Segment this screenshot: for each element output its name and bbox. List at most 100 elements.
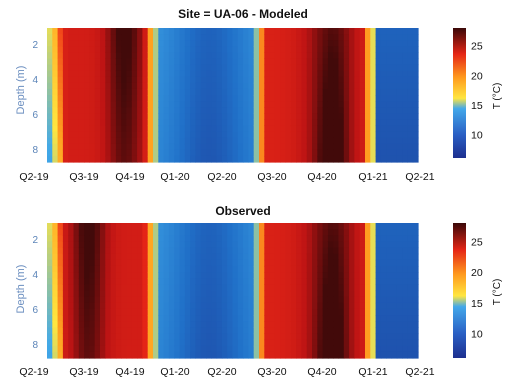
heatmap-cell: [190, 149, 196, 157]
heatmap-cell: [174, 95, 181, 102]
heatmap-cell: [269, 137, 276, 145]
heatmap-cell: [402, 223, 408, 230]
heatmap-cell: [375, 131, 382, 139]
heatmap-cell: [168, 107, 175, 114]
heatmap-cell: [137, 229, 143, 236]
heatmap-cell: [47, 247, 53, 255]
x-tick-label: Q2-21: [405, 366, 434, 378]
heatmap-cell: [110, 137, 117, 145]
heatmap-cell: [163, 155, 170, 163]
heatmap-cell: [110, 70, 117, 78]
heatmap-cell: [121, 278, 128, 285]
heatmap-cell: [206, 229, 212, 236]
heatmap-cell: [211, 308, 218, 316]
heatmap-cell: [211, 40, 218, 47]
heatmap-cell: [333, 315, 340, 322]
heatmap-cell: [105, 235, 112, 243]
heatmap-cell: [306, 351, 313, 359]
heatmap-cell: [380, 339, 387, 347]
heatmap-cell: [142, 333, 149, 341]
heatmap-cell: [338, 345, 345, 353]
heatmap-cell: [163, 95, 170, 102]
heatmap-cell: [221, 58, 228, 66]
heatmap-cell: [380, 155, 387, 163]
heatmap-cell: [147, 296, 154, 304]
heatmap-cell: [47, 229, 53, 236]
heatmap-cell: [285, 64, 292, 72]
heatmap-cell: [89, 70, 96, 78]
heatmap-cell: [386, 241, 393, 249]
heatmap-cell: [168, 137, 175, 145]
heatmap-cell: [296, 119, 302, 127]
heatmap-cell: [227, 339, 234, 347]
heatmap-cell: [365, 58, 371, 66]
heatmap-cell: [73, 259, 80, 267]
heatmap-cell: [327, 327, 334, 335]
heatmap-cell: [354, 272, 361, 279]
heatmap-cell: [237, 149, 244, 157]
heatmap-cell: [89, 64, 96, 72]
heatmap-cell: [391, 125, 398, 133]
heatmap-cell: [237, 113, 244, 120]
heatmap-cell: [365, 64, 371, 72]
x-tick-label: Q3-20: [257, 366, 286, 378]
heatmap-cell: [57, 229, 64, 236]
heatmap-cell: [190, 345, 196, 353]
heatmap-cell: [322, 113, 329, 120]
heatmap-cell: [327, 333, 334, 341]
heatmap-cell: [237, 241, 244, 249]
heatmap-cell: [296, 229, 302, 236]
heatmap-cell: [259, 76, 265, 84]
heatmap-cell: [354, 34, 361, 41]
heatmap-cell: [216, 333, 223, 341]
heatmap-cell: [312, 58, 318, 66]
heatmap-cell: [317, 259, 324, 267]
heatmap-cell: [412, 333, 419, 341]
heatmap-cell: [174, 229, 181, 236]
heatmap-cell: [354, 143, 361, 151]
heatmap-cell: [78, 88, 85, 96]
heatmap-cell: [280, 155, 287, 163]
heatmap-cell: [121, 235, 128, 243]
heatmap-cell: [343, 302, 350, 310]
heatmap-cell: [227, 272, 234, 279]
heatmap-cell: [115, 107, 122, 114]
heatmap-cell: [216, 76, 223, 84]
heatmap-cell: [126, 125, 133, 133]
heatmap-cell: [147, 46, 154, 53]
heatmap-cell: [306, 143, 313, 151]
heatmap-cell: [264, 52, 271, 60]
colorbar-tick-label: 15: [471, 100, 483, 112]
y-tick-label: 8: [32, 340, 38, 351]
heatmap-cell: [296, 95, 302, 102]
heatmap-cell: [179, 321, 186, 328]
heatmap-cell: [153, 235, 159, 243]
heatmap-cell: [52, 113, 59, 120]
heatmap-cell: [264, 241, 271, 249]
heatmap-cell: [78, 58, 85, 66]
heatmap-cell: [333, 82, 340, 90]
heatmap-cell: [184, 259, 191, 267]
heatmap-cell: [158, 351, 165, 359]
heatmap-cell: [195, 131, 202, 139]
heatmap-cell: [312, 321, 318, 328]
heatmap-cell: [375, 315, 382, 322]
heatmap-cell: [237, 315, 244, 322]
heatmap-cell: [386, 34, 393, 41]
heatmap-cell: [322, 229, 329, 236]
heatmap-cell: [312, 327, 318, 335]
heatmap-cell: [62, 107, 69, 114]
heatmap-cell: [131, 308, 138, 316]
heatmap-cell: [243, 143, 249, 151]
heatmap-cell: [47, 113, 53, 120]
heatmap-cell: [290, 58, 297, 66]
heatmap-cell: [158, 88, 165, 96]
heatmap-cell: [343, 321, 350, 328]
heatmap-cell: [195, 265, 202, 273]
heatmap-cell: [206, 88, 212, 96]
heatmap-cell: [333, 107, 340, 114]
heatmap-cell: [407, 235, 414, 243]
heatmap-cell: [253, 308, 260, 316]
heatmap-cell: [68, 40, 75, 47]
heatmap-cell: [52, 131, 59, 139]
